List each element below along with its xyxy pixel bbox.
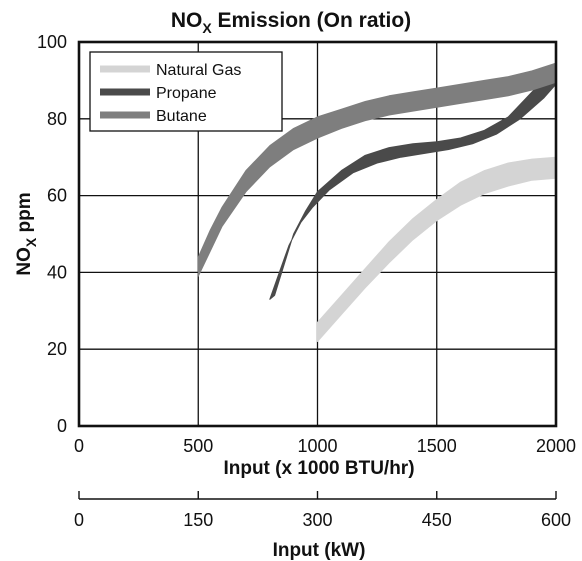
x-axis-label: Input (x 1000 BTU/hr) — [223, 458, 414, 479]
y-axis-label-rest: ppm — [14, 192, 35, 237]
y-tick-label-40: 40 — [47, 262, 67, 282]
y-tick-label-100: 100 — [37, 32, 67, 52]
y-axis-label-subscript: X — [23, 237, 39, 247]
y-tick-label-60: 60 — [47, 186, 67, 206]
x2-tick-label-450: 450 — [422, 510, 452, 530]
y-axis-label-main: NO — [14, 247, 35, 276]
x2-tick-label-0: 0 — [74, 510, 84, 530]
x-tick-label-1000: 1000 — [297, 436, 337, 456]
x-tick-label-1500: 1500 — [417, 436, 457, 456]
legend-label-natural-gas: Natural Gas — [156, 62, 241, 79]
y-tick-label-80: 80 — [47, 109, 67, 129]
y-tick-label-20: 20 — [47, 339, 67, 359]
secondary-x-axis: 0 150 300 450 600 — [74, 491, 571, 530]
secondary-x-axis-label: Input (kW) — [273, 540, 366, 561]
x-tick-label-2000: 2000 — [536, 436, 576, 456]
legend: Natural Gas Propane Butane — [89, 51, 283, 132]
x-tick-label-500: 500 — [183, 436, 213, 456]
legend-label-butane: Butane — [156, 108, 207, 125]
plot-frame — [77, 40, 558, 428]
x2-tick-label-600: 600 — [541, 510, 571, 530]
chart-title-main: NO — [171, 9, 203, 32]
legend-label-propane: Propane — [156, 85, 217, 102]
y-tick-label-0: 0 — [57, 416, 67, 436]
chart-title-subscript: X — [202, 20, 212, 36]
x-tick-label-0: 0 — [74, 436, 84, 456]
chart-title: NOX Emission (On ratio) — [171, 9, 411, 36]
series-band-propane — [269, 64, 557, 300]
x2-tick-label-150: 150 — [183, 510, 213, 530]
y-axis-label: NOX ppm — [14, 192, 39, 275]
x2-tick-label-300: 300 — [302, 510, 332, 530]
chart-title-rest: Emission (On ratio) — [212, 9, 412, 32]
